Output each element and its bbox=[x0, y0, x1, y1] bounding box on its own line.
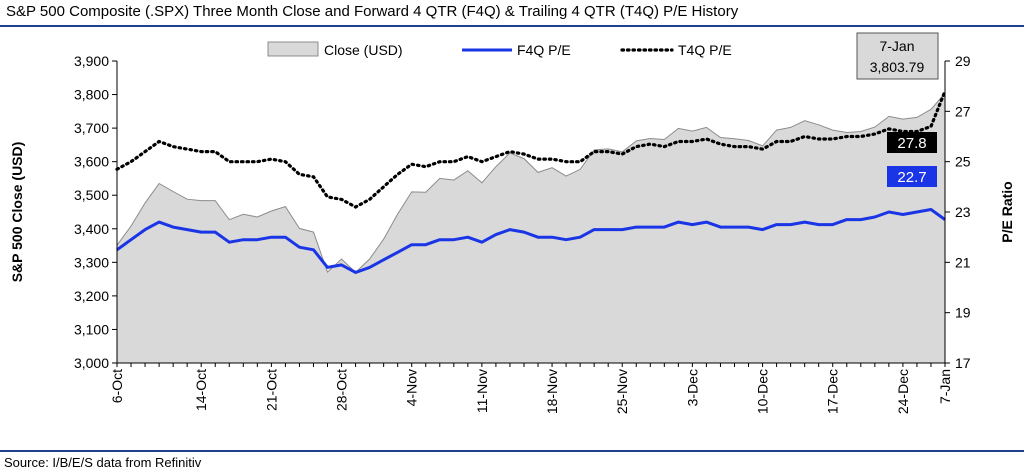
footer-rule bbox=[0, 450, 1024, 452]
x-tick-label: 10-Dec bbox=[755, 369, 771, 414]
pe-lines-layer bbox=[115, 89, 947, 274]
legend-swatch-close bbox=[267, 41, 319, 57]
y-tick-label: 3,300 bbox=[74, 254, 109, 270]
y2-tick-label: 21 bbox=[955, 254, 971, 270]
source-note: Source: I/B/E/S data from Refinitiv bbox=[4, 455, 202, 470]
legend: Close (USD) F4Q P/E T4Q P/E bbox=[267, 41, 732, 58]
y2-tick-label: 19 bbox=[955, 305, 971, 321]
y-axis-title: S&P 500 Close (USD) bbox=[9, 142, 25, 283]
close-area-layer bbox=[116, 92, 946, 363]
x-tick-label: 7-Jan bbox=[937, 369, 953, 404]
x-tick-label: 11-Nov bbox=[474, 369, 490, 413]
y-tick-label: 3,800 bbox=[74, 87, 109, 103]
legend-label-t4q: T4Q P/E bbox=[678, 42, 732, 58]
close-area-outline bbox=[116, 92, 946, 274]
chart-title: S&P 500 Composite (.SPX) Three Month Clo… bbox=[6, 3, 739, 20]
y-tick-label: 3,000 bbox=[74, 355, 109, 371]
x-tick-label: 18-Nov bbox=[544, 369, 560, 414]
x-tick-label: 4-Nov bbox=[404, 369, 420, 406]
f4q-line bbox=[116, 208, 946, 274]
x-tick-label: 21-Oct bbox=[263, 369, 279, 411]
last-close-date: 7-Jan bbox=[879, 38, 914, 54]
x-tick-label: 17-Dec bbox=[825, 369, 841, 414]
x-tick-label: 28-Oct bbox=[334, 369, 350, 411]
f4q-callout-value: 22.7 bbox=[897, 169, 926, 186]
t4q-callout-value: 27.8 bbox=[897, 135, 926, 152]
y2-tick-label: 23 bbox=[955, 204, 971, 220]
x-tick-label: 14-Oct bbox=[193, 369, 209, 411]
last-close-box bbox=[856, 32, 939, 80]
t4q-line bbox=[115, 89, 947, 209]
y2-axis-title: P/E Ratio bbox=[999, 181, 1015, 242]
labels-layer: 3,000 3,100 3,200 3,300 3,400 3,500 3,600 3,700… bbox=[9, 53, 1015, 414]
y2-tick-label: 17 bbox=[955, 355, 971, 371]
y-tick-label: 3,200 bbox=[74, 288, 109, 304]
axes-layer bbox=[112, 60, 950, 367]
x-tick-label: 6-Oct bbox=[109, 369, 125, 403]
y2-tick-label: 29 bbox=[955, 53, 971, 69]
title-rule bbox=[0, 25, 1024, 27]
callouts-layer: 7-Jan 3,803.79 27.8 22.7 bbox=[856, 32, 939, 187]
f4q-callout-box bbox=[887, 166, 937, 187]
t4q-callout-box bbox=[887, 132, 937, 153]
y-tick-label: 3,700 bbox=[74, 120, 109, 136]
last-close-value: 3,803.79 bbox=[870, 59, 925, 75]
y-tick-label: 3,500 bbox=[74, 187, 109, 203]
y2-tick-label: 27 bbox=[955, 103, 971, 119]
y-tick-label: 3,900 bbox=[74, 53, 109, 69]
x-tick-label: 24-Dec bbox=[895, 369, 911, 414]
legend-label-close: Close (USD) bbox=[324, 42, 403, 58]
y2-tick-label: 25 bbox=[955, 154, 971, 170]
close-area bbox=[117, 93, 945, 363]
legend-label-f4q: F4Q P/E bbox=[517, 42, 571, 58]
y-tick-label: 3,400 bbox=[74, 221, 109, 237]
x-tick-label: 3-Dec bbox=[684, 369, 700, 406]
y-tick-label: 3,100 bbox=[74, 321, 109, 337]
y-tick-label: 3,600 bbox=[74, 154, 109, 170]
pe-history-chart: 3,000 3,100 3,200 3,300 3,400 3,500 3,600 3,700… bbox=[9, 32, 1015, 414]
x-tick-label: 25-Nov bbox=[614, 369, 630, 414]
